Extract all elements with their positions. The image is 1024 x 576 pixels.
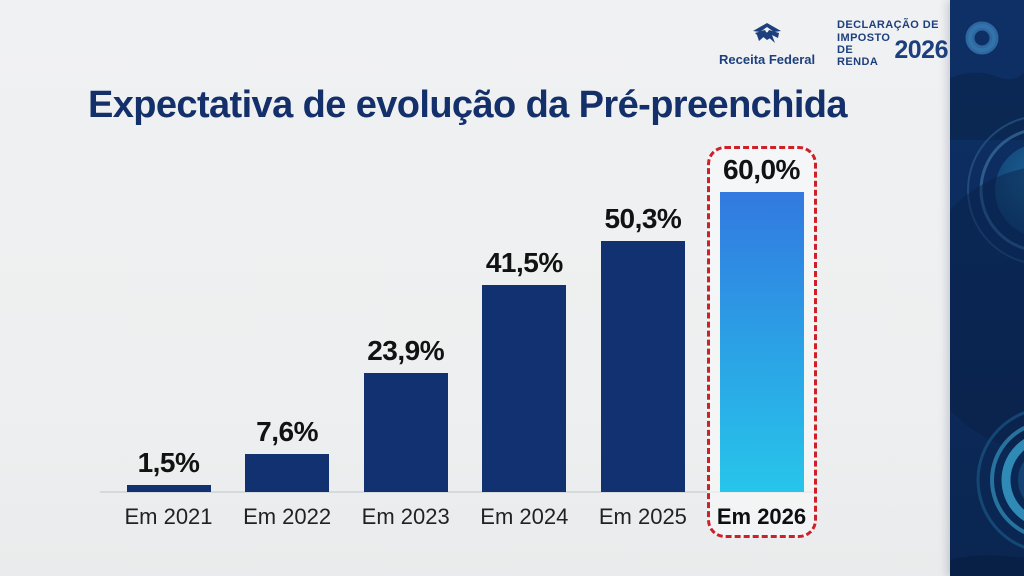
value-label-em-2026: 60,0% <box>723 154 800 185</box>
header-brand: Receita Federal DECLARAÇÃO DE IMPOSTO DE… <box>719 16 948 72</box>
chart-baseline <box>100 491 816 493</box>
bar-em-2025 <box>600 240 685 492</box>
decorative-rings-icon <box>950 0 1024 576</box>
declaration-line1: DECLARAÇÃO DE <box>837 19 939 32</box>
declaration-line3: DE RENDA <box>837 44 879 69</box>
x-label-em-2021: Em 2021 <box>124 504 213 529</box>
bar-em-2024 <box>482 284 567 492</box>
value-label-em-2024: 41,5% <box>485 246 563 278</box>
value-label-em-2022: 7,6% <box>256 416 318 447</box>
receita-federal-logo: Receita Federal <box>719 22 815 67</box>
declaration-line2: IMPOSTO <box>837 31 891 44</box>
side-panel-decoration <box>950 0 1024 576</box>
bar-em-2026 <box>719 192 804 492</box>
page-title: Expectativa de evolução da Pré-preenchid… <box>88 84 848 126</box>
value-label-em-2023: 23,9% <box>367 334 445 366</box>
brand-name: Receita Federal <box>719 51 816 67</box>
value-label-em-2021: 1,5% <box>137 446 200 478</box>
x-label-em-2026: Em 2026 <box>716 504 807 529</box>
x-label-em-2023: Em 2023 <box>361 504 450 529</box>
value-label-em-2025: 50,3% <box>604 202 682 234</box>
declaration-year: 2026 <box>894 36 948 65</box>
receita-federal-logo-icon <box>753 22 782 43</box>
bar-em-2022 <box>245 454 330 492</box>
bar-em-2021 <box>126 484 211 492</box>
bar-em-2023 <box>363 372 448 492</box>
x-label-em-2024: Em 2024 <box>480 504 569 529</box>
declaration-block: DECLARAÇÃO DE IMPOSTO DE RENDA 2026 <box>837 19 948 68</box>
x-label-em-2025: Em 2025 <box>598 504 687 529</box>
x-label-em-2022: Em 2022 <box>243 504 332 529</box>
